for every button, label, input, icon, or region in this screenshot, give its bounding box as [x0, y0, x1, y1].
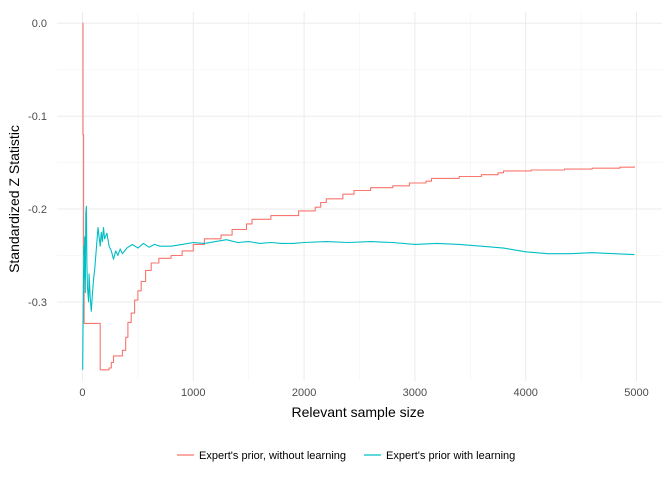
- grid-lines: [57, 12, 662, 381]
- series-lines: [82, 22, 635, 371]
- y-axis-ticks: 0.0 -0.1 -0.2 -0.3: [28, 18, 47, 309]
- x-tick-label: 4000: [513, 387, 537, 399]
- x-axis-title: Relevant sample size: [291, 404, 424, 420]
- series-line-1: [82, 22, 635, 371]
- x-tick-label: 2000: [292, 387, 316, 399]
- x-tick-label: 0: [79, 387, 85, 399]
- legend-label-2: Expert's prior with learning: [386, 450, 515, 462]
- x-tick-label: 1000: [181, 387, 205, 399]
- y-tick-label: -0.1: [28, 111, 47, 123]
- y-tick-label: -0.3: [28, 297, 47, 309]
- series-line-2: [82, 205, 635, 370]
- y-tick-label: 0.0: [32, 18, 47, 30]
- x-axis-ticks: 0 1000 2000 3000 4000 5000: [79, 387, 648, 399]
- x-tick-label: 5000: [624, 387, 648, 399]
- x-tick-label: 3000: [403, 387, 427, 399]
- legend-label-1: Expert's prior, without learning: [199, 450, 346, 462]
- y-tick-label: -0.2: [28, 204, 47, 216]
- legend: Expert's prior, without learning Expert's…: [177, 450, 515, 462]
- y-axis-title: Standardized Z Statistic: [6, 125, 22, 273]
